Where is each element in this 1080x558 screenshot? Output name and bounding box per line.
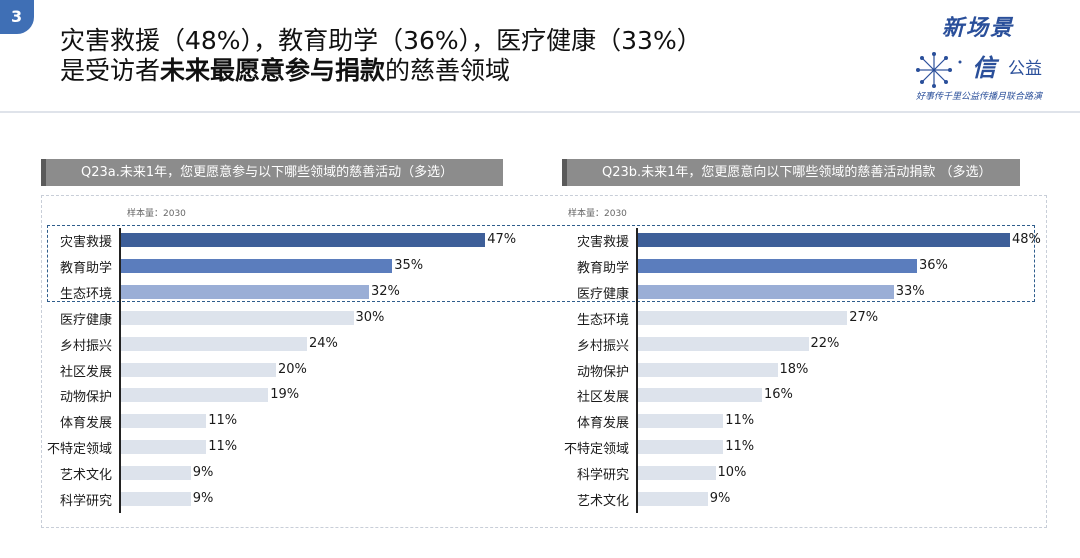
- chart-a-value-label: 9%: [192, 491, 214, 506]
- chart-b-category-label: 科学研究: [576, 468, 629, 484]
- chart-b-sample-size: 样本量：2030: [568, 209, 627, 219]
- chart-a-bar: [121, 258, 393, 273]
- chart-b-category-label: 乡村振兴: [576, 338, 629, 354]
- chart-a-category-label: 艺术文化: [59, 468, 112, 484]
- chart-a-bar: [121, 233, 486, 247]
- chart-b-category-label: 动物保护: [576, 364, 629, 380]
- logo-line-3: 好事传千里公益传播月联合路演: [916, 92, 1043, 102]
- chart-b-category-label: 体育发展: [576, 416, 629, 432]
- chart-a-value-label: 47%: [487, 232, 517, 247]
- chart-b-value-label: 36%: [919, 257, 948, 273]
- chart-a-value-label: 11%: [208, 439, 238, 455]
- chart-a-category-label: 动物保护: [59, 390, 112, 406]
- chart-a-bar: [121, 414, 207, 429]
- slide-number-badge: 3: [0, 0, 34, 34]
- chart-b-bar: [638, 492, 708, 506]
- chart-a-title: Q23a.未来1年，您更愿意参与以下哪些领域的慈善活动（多选）: [81, 165, 454, 180]
- chart-b-category-label: 艺术文化: [576, 494, 629, 509]
- dandelion-icon: [916, 52, 962, 88]
- chart-a-value-label: 19%: [270, 387, 300, 403]
- slide-title: 灾害救援（48%），教育助学（36%），医疗健康（33%） 是受访者未来最愿意参…: [60, 26, 702, 86]
- chart-b-category-label: 生态环境: [576, 312, 629, 328]
- chart-b-value-label: 9%: [709, 491, 731, 506]
- chart-b-bar: [638, 258, 917, 273]
- chart-a-value-label: 35%: [394, 257, 424, 273]
- chart-b-value-label: 11%: [725, 413, 755, 429]
- chart-a-category-label: 乡村振兴: [59, 338, 112, 354]
- logo-line-2a: 信: [972, 53, 996, 82]
- slide-number: 3: [11, 7, 23, 26]
- chart-a-category-label: 体育发展: [59, 416, 112, 432]
- chart-b-bar: [638, 388, 762, 403]
- chart-b-category-label: 灾害救援: [576, 235, 629, 250]
- chart-b-value-label: 11%: [725, 439, 755, 455]
- chart-a-category-label: 不特定领域: [46, 442, 112, 458]
- chart-a-bar: [121, 310, 354, 325]
- chart-b-category-label: 医疗健康: [576, 286, 629, 302]
- chart-a-value-label: 9%: [192, 465, 214, 481]
- chart-b-bar: [638, 336, 809, 351]
- chart-b-value-label: 10%: [717, 465, 747, 481]
- chart-b-value-label: 48%: [1012, 232, 1041, 247]
- chart-b-bar: [638, 466, 716, 481]
- chart-a-bar: [121, 284, 369, 299]
- chart-a-category-label: 科学研究: [59, 494, 112, 509]
- chart-a-category-label: 生态环境: [59, 286, 112, 302]
- brand-logo: 新场景 信 公益 好事传千里公益传播月联合路演: [912, 10, 1072, 108]
- chart-b-value-label: 16%: [764, 387, 793, 403]
- chart-a-category-label: 教育助学: [59, 260, 112, 276]
- title-line-2-post: 的慈善领域: [385, 56, 511, 85]
- title-line-2-bold: 未来最愿意参与捐款: [160, 56, 386, 85]
- chart-a-value-label: 20%: [278, 361, 307, 377]
- title-line-1: 灾害救援（48%），教育助学（36%），医疗健康（33%）: [60, 26, 702, 55]
- chart-a-category-label: 灾害救援: [59, 235, 112, 250]
- chart-a-title-bar: Q23a.未来1年，您更愿意参与以下哪些领域的慈善活动（多选）: [41, 159, 503, 186]
- chart-a-category-label: 社区发展: [59, 364, 112, 380]
- chart-b-title-accent: [562, 159, 567, 186]
- charts-frame: [41, 195, 1047, 528]
- chart-a-sample-size: 样本量：2030: [127, 209, 186, 219]
- chart-b-value-label: 33%: [895, 283, 925, 299]
- chart-b-bar: [638, 284, 894, 299]
- chart-a-bar: [121, 388, 269, 403]
- chart-a-axis: [119, 228, 121, 513]
- chart-b-category-label: 不特定领域: [563, 442, 629, 458]
- chart-a-value-label: 11%: [208, 413, 238, 429]
- chart-a-bar: [121, 336, 307, 351]
- chart-b-category-label: 教育助学: [576, 260, 629, 276]
- logo-line-2b: 公益: [1008, 59, 1042, 79]
- chart-a-bar: [121, 492, 191, 506]
- chart-b-bar: [638, 414, 724, 429]
- logo-line-1: 新场景: [942, 15, 1015, 41]
- chart-b-axis: [636, 228, 638, 513]
- chart-b-category-label: 社区发展: [576, 390, 629, 406]
- chart-a-bar: [121, 440, 207, 455]
- top3-highlight-box: [47, 225, 1035, 302]
- chart-a-value-label: 24%: [309, 335, 338, 351]
- chart-b-bar: [638, 440, 724, 455]
- chart-b-bar: [638, 310, 848, 325]
- chart-a-value-label: 30%: [355, 309, 385, 325]
- chart-b-bar: [638, 233, 1010, 247]
- chart-a-value-label: 32%: [371, 283, 400, 299]
- chart-a-title-accent: [41, 159, 46, 186]
- chart-b-value-label: 27%: [849, 309, 879, 325]
- chart-a-bar: [121, 466, 191, 481]
- chart-b-title-bar: Q23b.未来1年，您更愿意向以下哪些领域的慈善活动捐款 （多选）: [562, 159, 1020, 186]
- chart-b-value-label: 18%: [779, 361, 809, 377]
- chart-b-title: Q23b.未来1年，您更愿意向以下哪些领域的慈善活动捐款 （多选）: [602, 165, 992, 180]
- title-line-2: 是受访者未来最愿意参与捐款的慈善领域: [60, 56, 702, 86]
- title-line-2-pre: 是受访者: [60, 56, 161, 85]
- chart-a-bar: [121, 362, 276, 377]
- chart-a-category-label: 医疗健康: [59, 312, 112, 328]
- chart-b-value-label: 22%: [810, 335, 840, 351]
- chart-b-bar: [638, 362, 778, 377]
- header-divider: [0, 111, 1080, 113]
